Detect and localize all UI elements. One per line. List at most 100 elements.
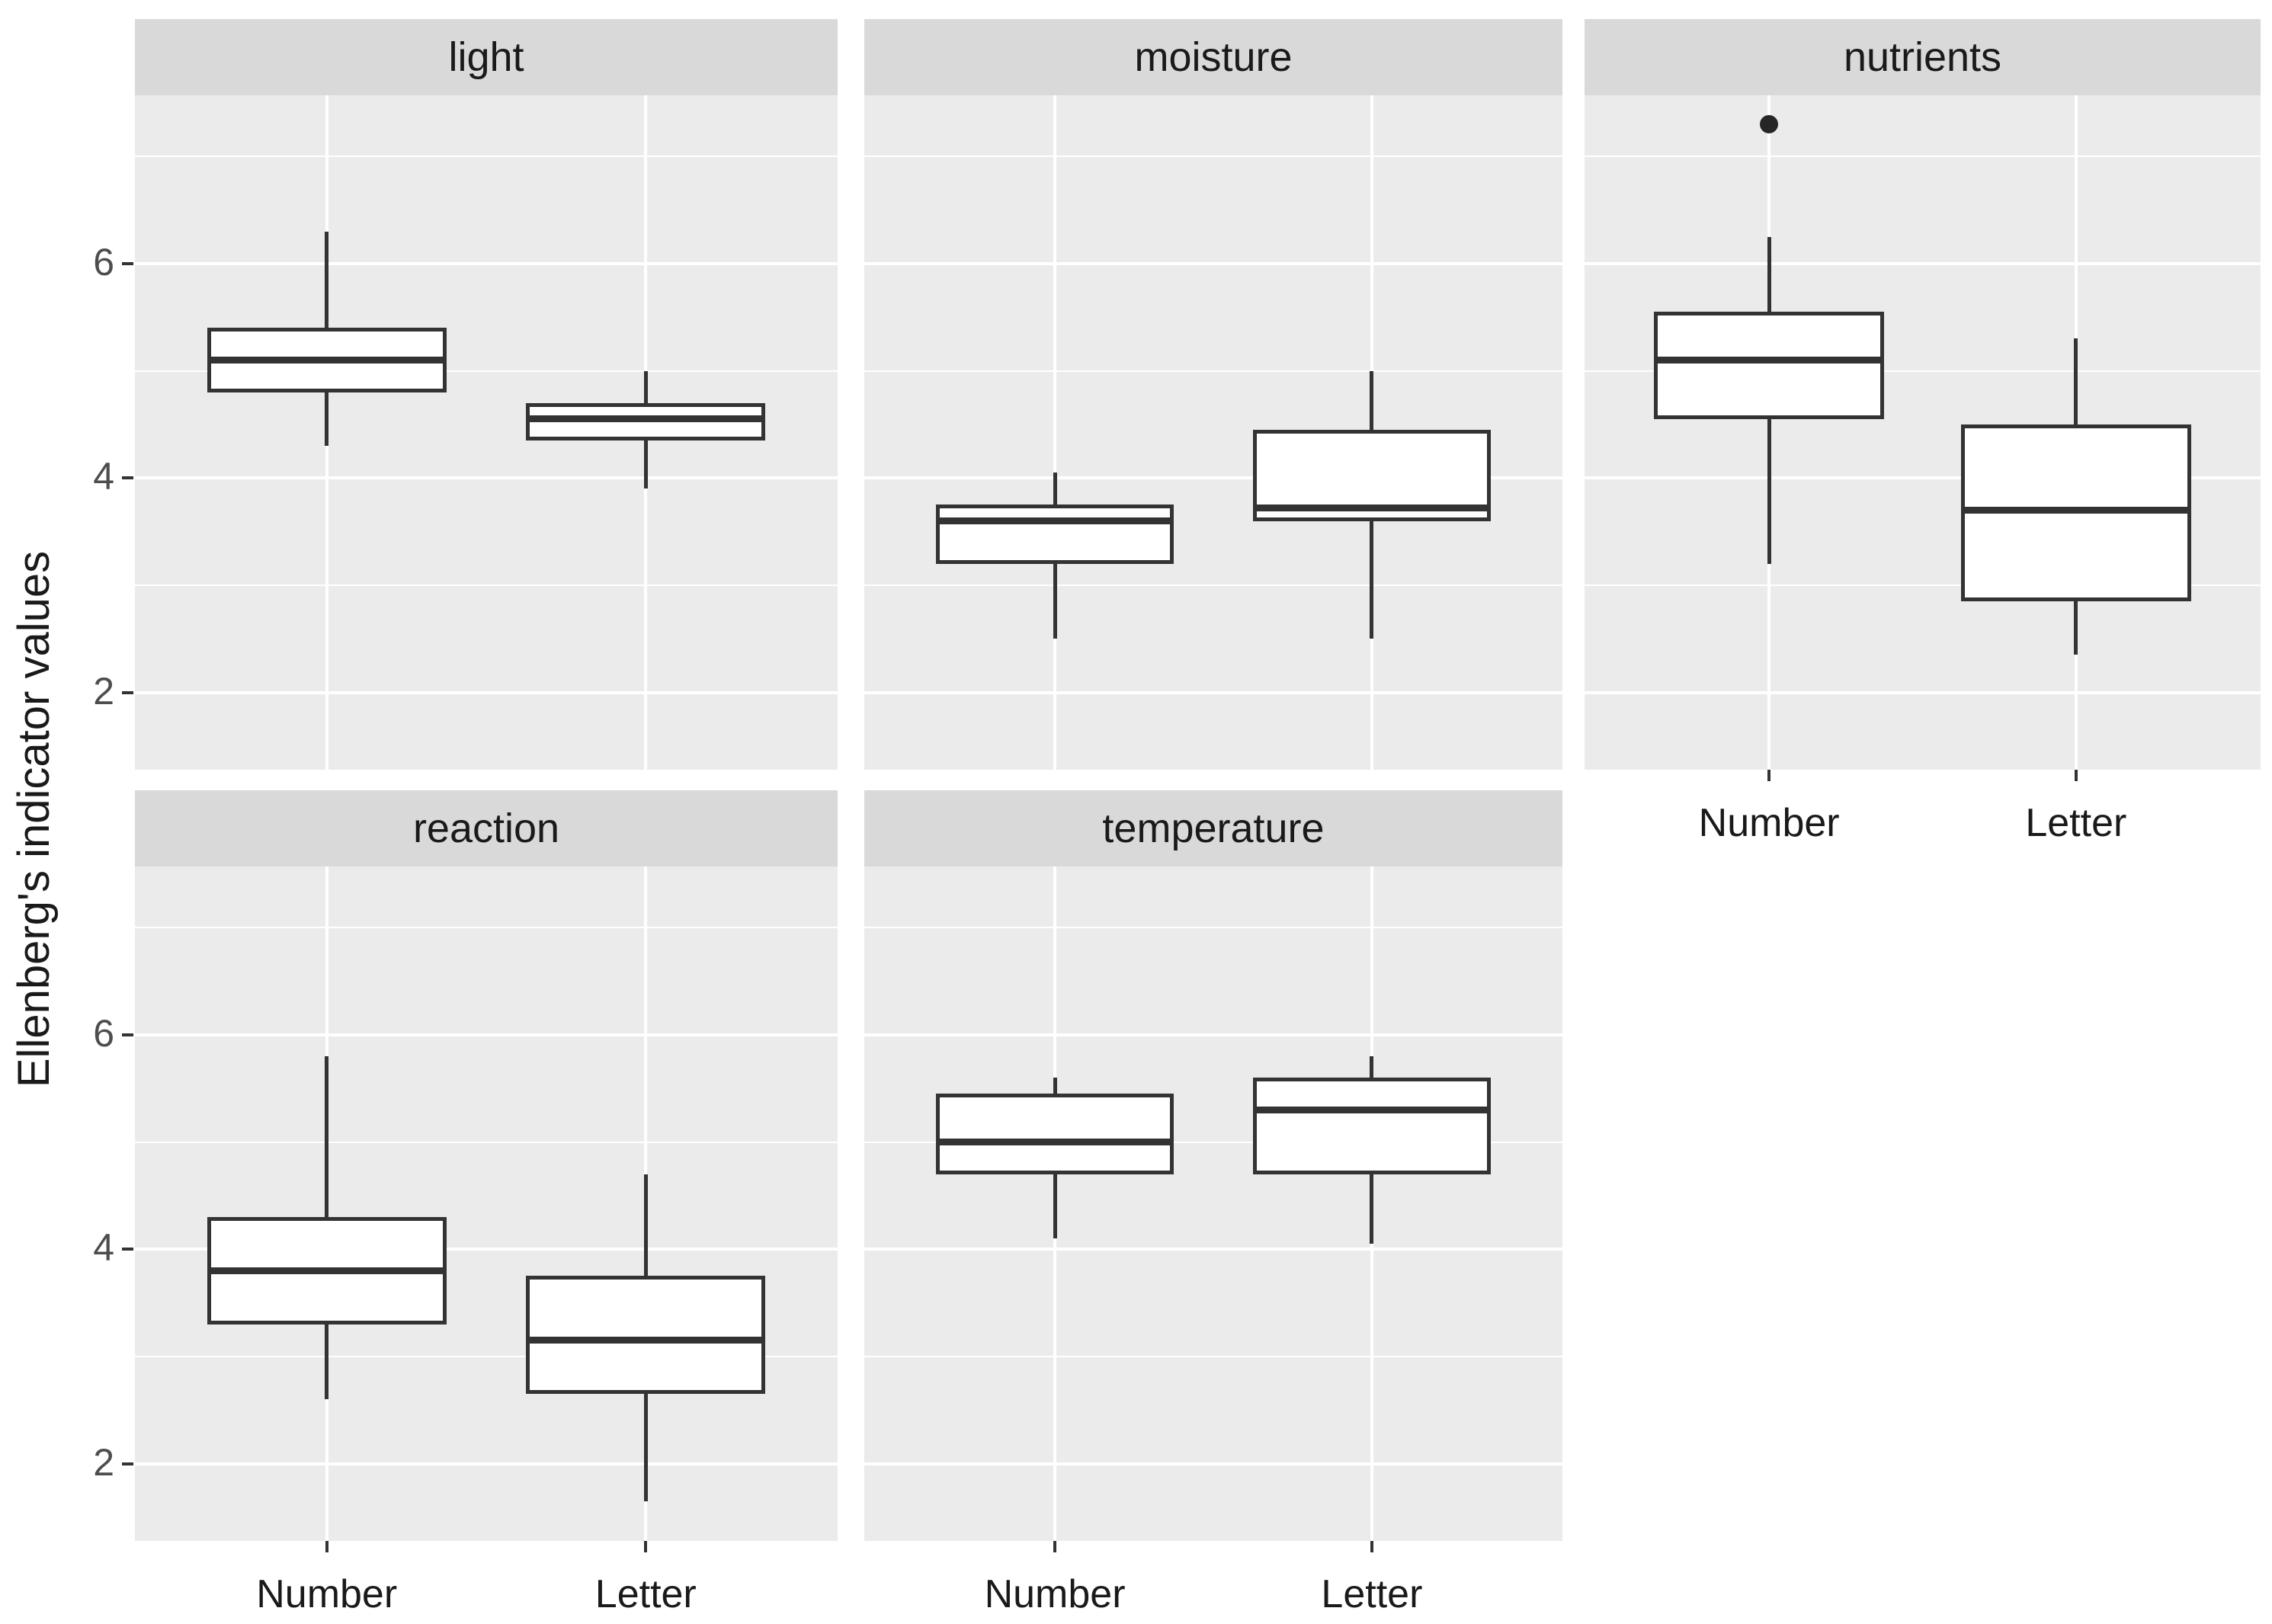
boxplot-upper-whisker <box>325 231 329 328</box>
boxplot-lower-whisker <box>325 1324 329 1400</box>
x-tick-mark <box>1053 1541 1057 1552</box>
x-tick-mark <box>1767 770 1771 781</box>
gridline-minor-horizontal <box>864 1141 1562 1143</box>
boxplot-box <box>935 1094 1174 1174</box>
boxplot-upper-whisker <box>1767 236 1771 312</box>
gridline-minor-horizontal <box>135 1355 838 1357</box>
gridline-major-horizontal <box>864 1033 1562 1036</box>
boxplot-median-line <box>526 415 766 423</box>
y-tick-mark <box>122 1248 133 1251</box>
facet-strip: nutrients <box>1585 19 2261 95</box>
boxplot-box <box>526 1276 766 1395</box>
y-tick-label: 6 <box>93 240 114 283</box>
y-tick-mark <box>122 1462 133 1465</box>
x-tick-label: Number <box>256 1572 398 1616</box>
x-tick-label: Number <box>984 1572 1126 1616</box>
gridline-minor-horizontal <box>864 927 1562 929</box>
gridline-major-horizontal <box>135 1248 838 1251</box>
x-tick-mark <box>2074 770 2078 781</box>
gridline-minor-horizontal <box>135 927 838 929</box>
facet-strip: temperature <box>864 790 1562 866</box>
facet-panel <box>135 95 838 770</box>
y-tick-label: 6 <box>93 1011 114 1055</box>
x-tick-label: Letter <box>594 1572 697 1616</box>
gridline-major-horizontal <box>1585 261 2261 265</box>
boxplot-box <box>1252 1078 1492 1174</box>
gridline-minor-horizontal <box>135 370 838 372</box>
facet-strip: reaction <box>135 790 838 866</box>
boxplot-lower-whisker <box>643 440 648 489</box>
facet-panel <box>864 866 1562 1541</box>
gridline-major-horizontal <box>864 1248 1562 1251</box>
x-tick-mark <box>325 1541 328 1552</box>
boxplot-median-line <box>207 1267 447 1274</box>
boxplot-upper-whisker <box>1053 472 1057 505</box>
gridline-minor-horizontal <box>864 584 1562 586</box>
facet-strip-label: moisture <box>1134 34 1293 80</box>
gridline-minor-horizontal <box>864 155 1562 158</box>
y-tick-mark <box>122 1033 133 1036</box>
boxplot-box <box>935 504 1174 564</box>
boxplot-lower-whisker <box>1053 563 1057 639</box>
y-tick-mark <box>122 261 133 265</box>
gridline-minor-horizontal <box>1585 370 2261 372</box>
facet-panel <box>864 95 1562 770</box>
boxplot-median-line <box>1960 507 2192 514</box>
gridline-major-horizontal <box>864 1462 1562 1465</box>
gridline-major-horizontal <box>864 261 1562 265</box>
gridline-major-horizontal <box>135 690 838 694</box>
boxplot-median-line <box>207 357 447 364</box>
gridline-minor-horizontal <box>864 1355 1562 1357</box>
boxplot-median-line <box>1252 1106 1492 1113</box>
gridline-minor-horizontal <box>864 370 1562 372</box>
y-tick-label: 2 <box>93 669 114 713</box>
boxplot-median-line <box>1252 504 1492 512</box>
gridline-major-vertical <box>1053 95 1057 770</box>
gridline-major-horizontal <box>864 690 1562 694</box>
boxplot-lower-whisker <box>1053 1174 1057 1239</box>
x-tick-mark <box>644 1541 648 1552</box>
boxplot-lower-whisker <box>325 392 329 447</box>
gridline-major-horizontal <box>135 261 838 265</box>
boxplot-lower-whisker <box>1767 418 1771 564</box>
facet-strip: light <box>135 19 838 95</box>
boxplot-median-line <box>935 1139 1174 1146</box>
facet-strip-label: temperature <box>1102 806 1325 851</box>
boxplot-upper-whisker <box>643 1174 648 1276</box>
y-tick-mark <box>122 690 133 694</box>
gridline-minor-horizontal <box>135 155 838 158</box>
gridline-major-horizontal <box>135 1033 838 1036</box>
y-tick-label: 4 <box>93 1226 114 1270</box>
y-axis-title: Ellenberg's indicator values <box>9 550 59 1088</box>
facet-panel <box>135 866 838 1541</box>
gridline-major-horizontal <box>135 476 838 480</box>
boxplot-lower-whisker <box>643 1394 648 1501</box>
boxplot-upper-whisker <box>643 370 648 403</box>
boxplot-median-line <box>1653 357 1885 364</box>
boxplot-upper-whisker <box>2074 338 2078 424</box>
gridline-minor-horizontal <box>135 584 838 586</box>
facet-panel <box>1585 95 2261 770</box>
boxplot-median-line <box>935 517 1174 525</box>
boxplot-upper-whisker <box>1370 370 1374 430</box>
boxplot-lower-whisker <box>2074 601 2078 655</box>
facet-strip-label: nutrients <box>1843 34 2002 80</box>
boxplot-lower-whisker <box>1370 1174 1374 1244</box>
x-tick-label: Number <box>1698 801 1840 845</box>
x-tick-label: Letter <box>1321 1572 1423 1616</box>
boxplot-upper-whisker <box>1370 1056 1374 1078</box>
y-tick-mark <box>122 476 133 480</box>
gridline-major-horizontal <box>1585 476 2261 480</box>
boxplot-median-line <box>526 1337 766 1344</box>
boxplot-upper-whisker <box>325 1056 329 1218</box>
gridline-minor-horizontal <box>135 1141 838 1143</box>
gridline-major-horizontal <box>864 476 1562 480</box>
gridline-minor-horizontal <box>1585 155 2261 158</box>
y-tick-label: 2 <box>93 1440 114 1484</box>
x-tick-label: Letter <box>2025 801 2127 845</box>
boxplot-box <box>1653 312 1885 419</box>
facet-strip-label: reaction <box>412 806 560 851</box>
boxplot-upper-whisker <box>1053 1078 1057 1094</box>
boxplot-outlier-point <box>1760 114 1779 133</box>
